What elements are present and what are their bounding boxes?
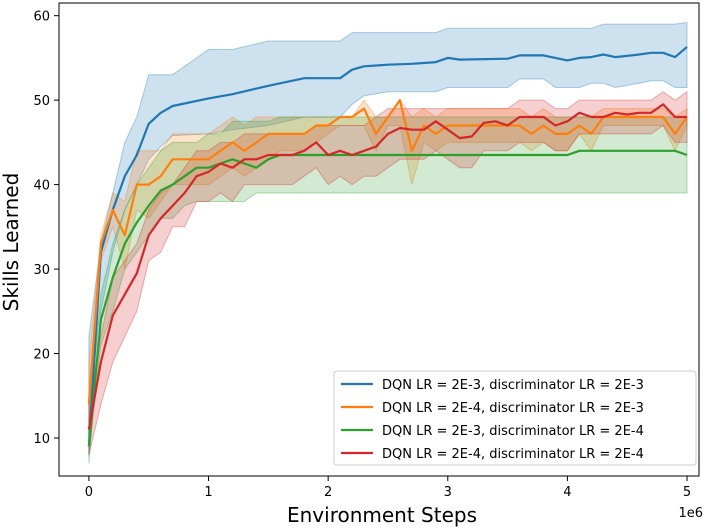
- x-tick-label: 4: [563, 485, 571, 500]
- y-tick-label: 40: [33, 179, 50, 194]
- x-tick-label: 3: [444, 485, 452, 500]
- legend-label-4: DQN LR = 2E-4, discriminator LR = 2E-4: [382, 447, 644, 462]
- y-tick-label: 30: [33, 263, 50, 278]
- legend-label-3: DQN LR = 2E-3, discriminator LR = 2E-4: [382, 424, 644, 439]
- plot-frame: [58, 2, 700, 477]
- y-axis-ticks: 10 20 30 40 50 60: [33, 10, 59, 447]
- series-3-line: [87, 149, 688, 447]
- y-tick-label: 60: [33, 10, 50, 25]
- y-tick-label: 10: [33, 432, 50, 447]
- series-1-band: [88, 21, 688, 464]
- series-4-line: [87, 103, 687, 430]
- legend-label-1: DQN LR = 2E-3, discriminator LR = 2E-3: [382, 378, 644, 393]
- x-tick-label: 0: [85, 485, 93, 500]
- x-axis-label: Environment Steps: [287, 503, 477, 527]
- x-tick-label: 1: [204, 485, 212, 500]
- legend-label-2: DQN LR = 2E-4, discriminator LR = 2E-3: [382, 401, 644, 416]
- x-axis-ticks: 0 1 2 3 4 5: [85, 476, 691, 500]
- y-tick-label: 50: [33, 94, 50, 109]
- x-offset-label: 1e6: [678, 506, 703, 521]
- legend: DQN LR = 2E-3, discriminator LR = 2E-3 DQ…: [333, 370, 697, 466]
- x-tick-label: 5: [683, 485, 691, 500]
- y-axis-label: Skills Learned: [0, 173, 23, 312]
- series-2-line: [87, 98, 688, 405]
- series-1-line: [87, 46, 688, 447]
- series-lines: [87, 46, 688, 447]
- legend-box: [333, 370, 697, 466]
- y-tick-label: 20: [33, 348, 50, 363]
- x-tick-label: 2: [324, 485, 332, 500]
- series-2-band: [88, 99, 688, 422]
- series-3-band: [88, 116, 688, 455]
